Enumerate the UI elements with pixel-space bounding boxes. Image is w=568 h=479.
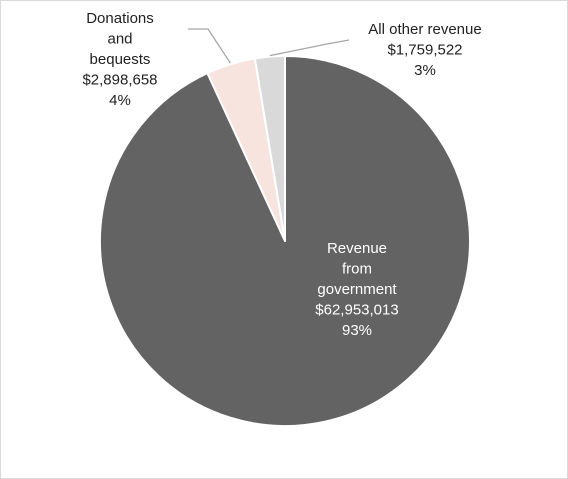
data-label-donations-and-bequests: Donations and bequests $2,898,658 4%	[82, 10, 157, 109]
pie-slice-revenue-from-government	[99, 55, 471, 427]
data-label-percent: 93%	[342, 322, 372, 339]
data-label-percent: 4%	[109, 92, 131, 109]
data-label-category-line-1: Revenue	[327, 240, 387, 257]
leader-line-all-other-revenue	[269, 39, 350, 57]
data-label-revenue-from-government: Revenue from government $62,953,013 93%	[315, 240, 398, 339]
data-label-category-line-2: from	[342, 261, 372, 278]
data-label-category-line-3: bequests	[90, 51, 151, 68]
data-label-all-other-revenue: All other revenue $1,759,522 3%	[368, 21, 481, 79]
data-label-category-line-1: All other revenue	[368, 21, 481, 38]
data-label-category-line-3: government	[317, 281, 397, 298]
data-label-value: $62,953,013	[315, 302, 398, 319]
data-label-value: $1,759,522	[387, 42, 462, 59]
data-label-value: $2,898,658	[82, 72, 157, 89]
data-label-category-line-1: Donations	[86, 10, 154, 27]
data-label-percent: 3%	[414, 62, 436, 79]
data-label-category-line-2: and	[107, 31, 132, 48]
pie-slice-all-other-revenue	[253, 55, 286, 242]
leader-line-donations-and-bequests	[188, 28, 231, 64]
